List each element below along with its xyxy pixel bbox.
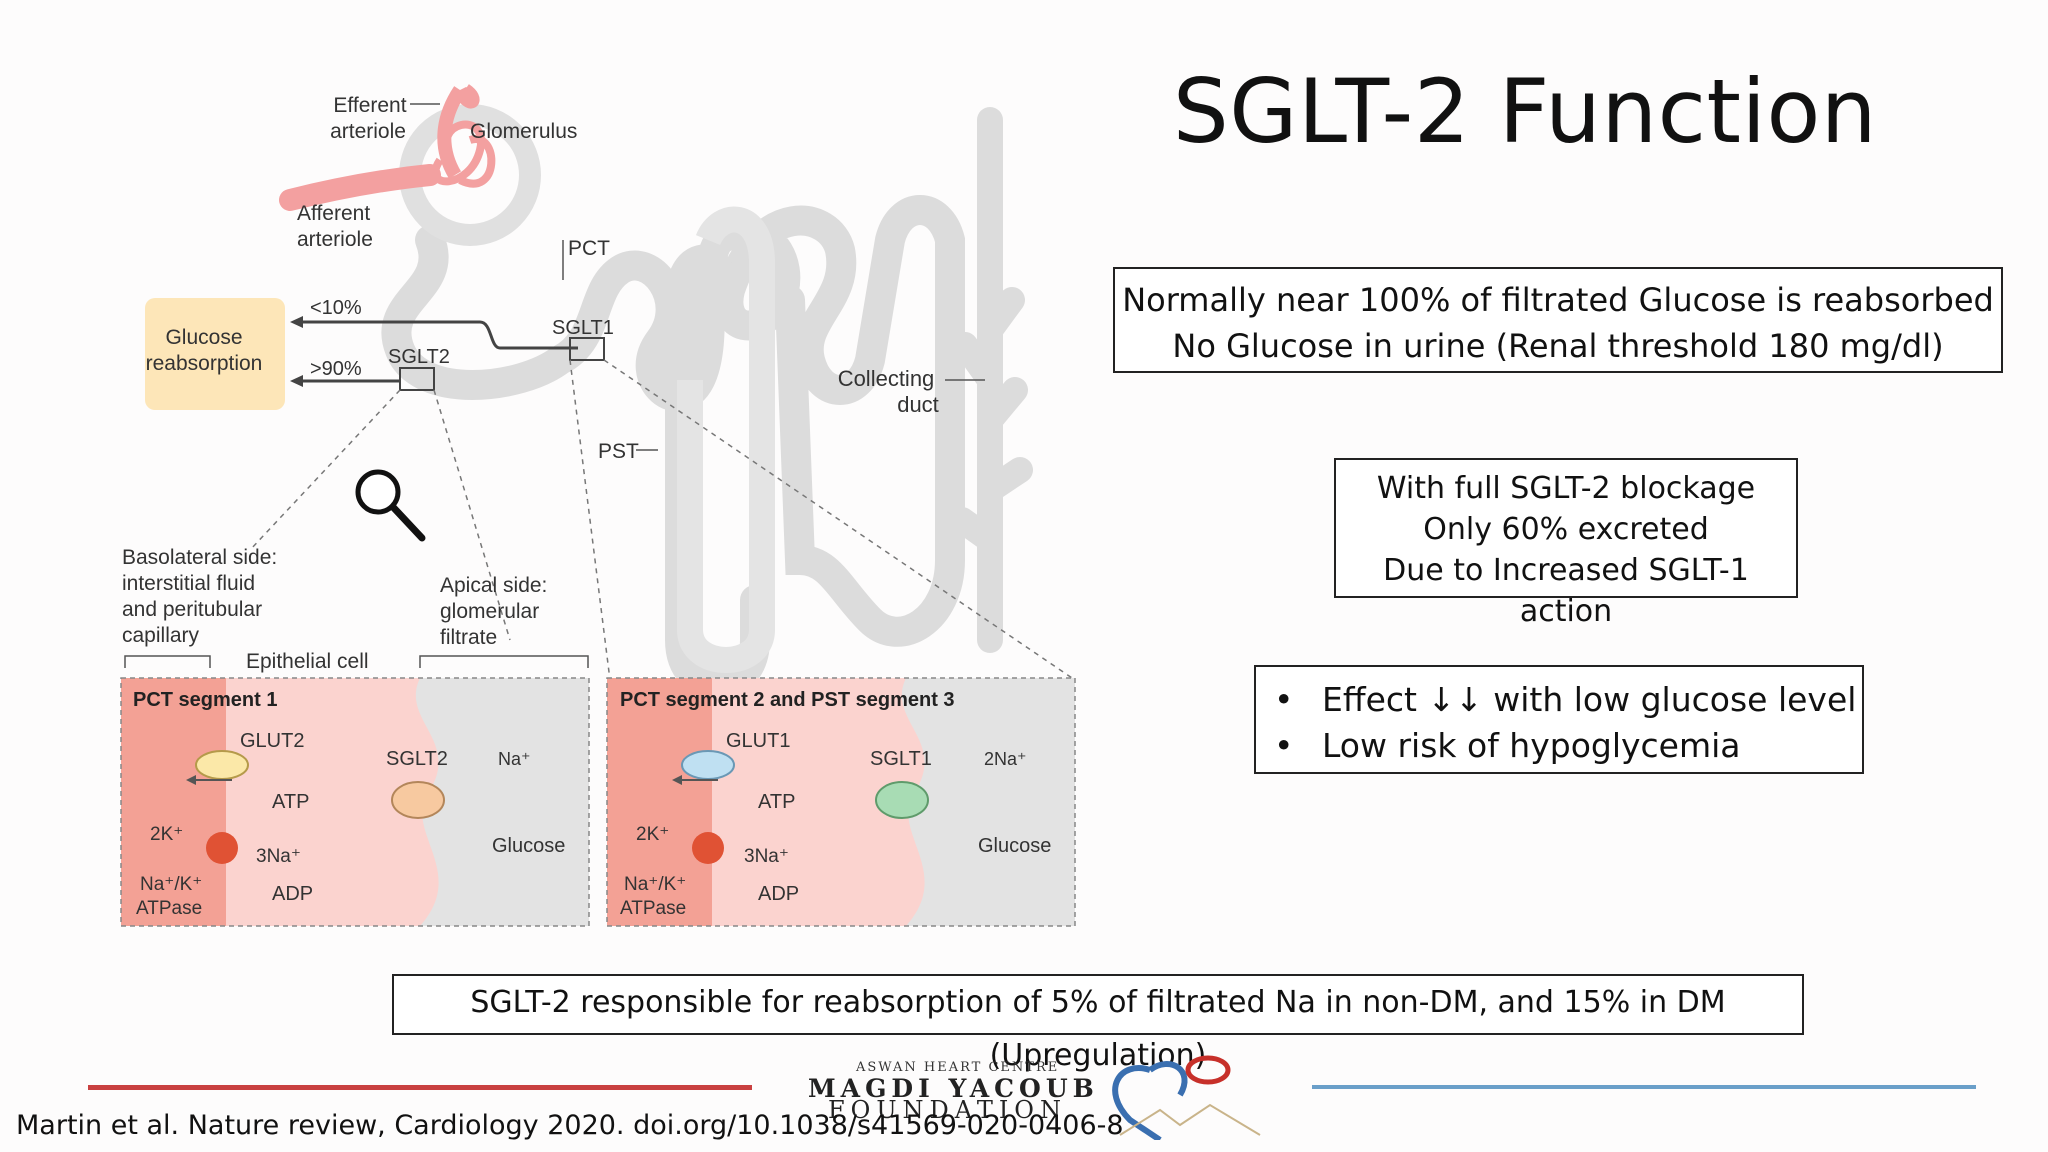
sglt2-marker: [399, 367, 435, 391]
atpase-label-1a: Na⁺/K⁺: [140, 874, 202, 895]
segment-1-title: PCT segment 1: [133, 689, 277, 711]
blockage-line-3: Due to Increased SGLT-1 action: [1383, 553, 1749, 629]
baso-label-2: interstitial fluid: [122, 572, 255, 595]
glut2-label: GLUT2: [240, 730, 304, 752]
reabsorption-box: Normally near 100% of filtrated Glucose …: [1113, 267, 2003, 373]
kidney-diagram: Efferent arteriole Glomerulus Afferent a…: [120, 84, 1076, 927]
blockage-line-1: With full SGLT-2 blockage: [1376, 471, 1756, 506]
pct-segment-2-panel: PCT segment 2 and PST segment 3 GLUT1 SG…: [606, 677, 1076, 927]
footer-red-line: [88, 1085, 752, 1090]
baso-label-4: capillary: [122, 624, 200, 647]
glucose-reabsorption-label-1: Glucose: [165, 326, 242, 349]
apical-label-2: glomerular: [440, 600, 539, 623]
citation: Martin et al. Nature review, Cardiology …: [16, 1110, 1124, 1141]
na3-label-2: 3Na⁺: [744, 846, 789, 867]
blockage-line-2: Only 60% excreted: [1423, 512, 1709, 547]
na3-label-1: 3Na⁺: [256, 846, 301, 867]
apical-label-3: filtrate: [440, 626, 497, 649]
logo-title-2: FOUNDATION: [828, 1096, 1067, 1124]
logo-title: MAGDI YACOUB: [808, 1074, 1099, 1103]
bullet-text-2: Low risk of hypoglycemia: [1322, 726, 1741, 765]
apical-label-1: Apical side:: [440, 574, 547, 597]
magnifier-icon: [355, 469, 426, 542]
collecting-label-2: duct: [897, 392, 939, 417]
glut1-label: GLUT1: [726, 730, 790, 752]
sglt1-label: SGLT1: [552, 317, 614, 339]
glomerulus-label: Glomerulus: [470, 120, 577, 143]
na-label: Na⁺: [498, 749, 531, 769]
blockage-box: With full SGLT-2 blockage Only 60% excre…: [1334, 458, 1798, 629]
footer-blue-line: [1312, 1085, 1976, 1089]
atpase-label-1b: ATPase: [136, 898, 202, 919]
na2-label: 2Na⁺: [984, 749, 1027, 769]
glomerulus: [279, 84, 541, 246]
logo-subtitle: ASWAN HEART CENTRE: [856, 1060, 1060, 1075]
collecting-duct: [949, 107, 1033, 653]
bullet-dot: •: [1274, 726, 1294, 765]
epithelial-label: Epithelial cell: [246, 650, 369, 673]
atpase-label-2b: ATPase: [620, 898, 686, 919]
k2-label-2: 2K⁺: [636, 824, 669, 845]
sglt1-seg2-label: SGLT1: [870, 748, 932, 770]
bullet-item: • Low risk of hypoglycemia: [1274, 723, 1862, 769]
atp-label-2: ATP: [758, 791, 795, 813]
sglt1-marker: [569, 337, 605, 361]
bullet-text-1: Effect ↓↓ with low glucose level: [1322, 680, 1857, 719]
lt10-label: <10%: [310, 297, 362, 319]
adp-label-2: ADP: [758, 883, 799, 905]
atpase-pump-2: [692, 832, 724, 864]
slide-title: SGLT-2 Function: [1172, 60, 1878, 163]
segment-2-title: PCT segment 2 and PST segment 3: [620, 689, 955, 711]
glucose-reabsorption-label-2: reabsorption: [146, 352, 263, 375]
glucose-seg2-label: Glucose: [978, 835, 1051, 857]
adp-label-1: ADP: [272, 883, 313, 905]
baso-label-1: Basolateral side:: [122, 546, 277, 569]
afferent-label-1: Afferent: [297, 202, 370, 225]
efferent-label-2: arteriole: [330, 120, 406, 143]
efferent-label-1: Efferent: [333, 94, 406, 117]
sglt2-seg1-label: SGLT2: [386, 748, 448, 770]
bullet-dot: •: [1274, 680, 1294, 719]
baso-label-3: and peritubular: [122, 598, 262, 621]
afferent-label-2: arteriole: [297, 228, 373, 251]
sodium-reabsorption-box: SGLT-2 responsible for reabsorption of 5…: [392, 974, 1804, 1073]
glucose-seg1-label: Glucose: [492, 835, 565, 857]
atpase-pump-1: [206, 832, 238, 864]
collecting-label-1: Collecting: [838, 366, 935, 391]
effect-bullets-box: • Effect ↓↓ with low glucose level • Low r…: [1254, 665, 1864, 774]
bullet-item: • Effect ↓↓ with low glucose level: [1274, 677, 1862, 723]
pct-segment-1-panel: PCT segment 1 GLUT2 SGLT2 Na⁺ Glucose AT…: [120, 677, 590, 927]
reabsorption-line-1: Normally near 100% of filtrated Glucose …: [1122, 281, 1994, 319]
atpase-label-2a: Na⁺/K⁺: [624, 874, 686, 895]
atp-label-1: ATP: [272, 791, 309, 813]
glucose-reabsorption-box: [145, 298, 285, 410]
k2-label-1: 2K⁺: [150, 824, 183, 845]
sglt2-label: SGLT2: [388, 346, 450, 368]
reabsorption-line-2: No Glucose in urine (Renal threshold 180…: [1172, 327, 1944, 365]
pst-label: PST: [598, 440, 639, 463]
gt90-label: >90%: [310, 358, 362, 380]
heart-logo-icon: [1112, 1055, 1261, 1140]
pct-label: PCT: [568, 237, 610, 260]
